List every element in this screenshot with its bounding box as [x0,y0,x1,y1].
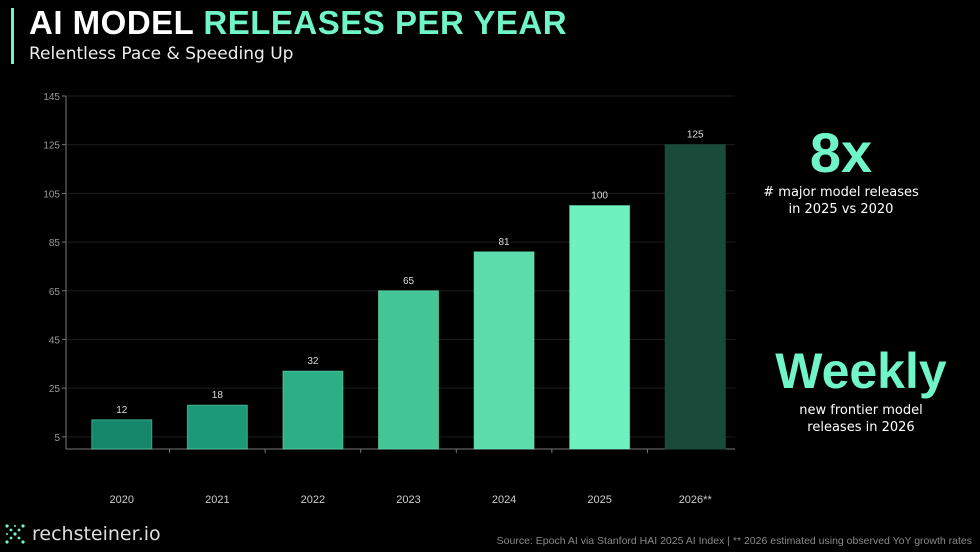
source-note: Source: Epoch AI via Stanford HAI 2025 A… [496,535,972,547]
bar [186,404,248,450]
title-part-1: AI MODEL [29,4,194,41]
data-label: 125 [687,130,704,141]
stat-value: 8x [809,121,873,184]
stat-8x: 8x # major model releases in 2025 vs 202… [726,122,956,218]
bar [569,205,631,450]
stat-desc: releases in 2026 [807,420,915,435]
network-x-icon [5,524,25,544]
logo-text: rechsteiner.io [32,523,161,545]
data-label: 12 [116,405,128,416]
x-tick-label: 2025 [587,494,611,506]
bar [473,251,535,450]
stat-value: Weekly [775,343,947,399]
y-tick-label: 85 [49,238,61,249]
y-tick-label: 125 [43,141,60,152]
stat-desc: in 2025 vs 2020 [788,202,894,217]
subtitle: Relentless Pace & Speeding Up [29,44,294,64]
bar [91,419,153,450]
bar [282,370,344,450]
data-label: 81 [499,237,511,248]
stat-desc: new frontier model [799,403,923,418]
data-label: 18 [212,390,224,401]
stat-weekly: Weekly new frontier model releases in 20… [746,340,976,436]
stat-desc: # major model releases [763,185,919,200]
bar [664,144,726,450]
title-part-2: RELEASES PER YEAR [203,4,568,41]
data-label: 65 [403,276,415,287]
y-tick-label: 25 [49,384,61,395]
y-tick-label: 5 [54,433,60,444]
x-tick-label: 2026** [679,494,713,506]
x-tick-label: 2021 [205,494,229,506]
x-tick-label: 2024 [492,494,516,506]
y-tick-label: 145 [43,92,60,103]
data-label: 32 [307,356,319,367]
bar [378,290,439,450]
x-tick-label: 2023 [396,494,420,506]
x-tick-label: 2020 [110,494,134,506]
page-title: AI MODEL RELEASES PER YEAR [29,4,567,42]
x-tick-label: 2022 [301,494,325,506]
y-tick-label: 45 [49,335,61,346]
y-tick-label: 65 [49,287,61,298]
logo: rechsteiner.io [4,523,161,545]
title-accent-bar [11,8,14,64]
data-label: 100 [591,191,608,202]
y-tick-label: 105 [43,189,60,200]
